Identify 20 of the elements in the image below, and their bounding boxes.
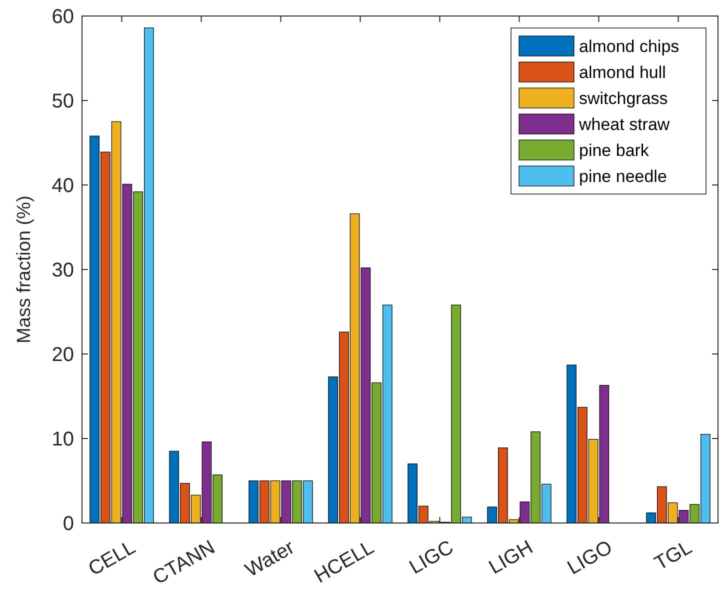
legend-label: switchgrass bbox=[579, 89, 668, 108]
x-tick-label: LIGC bbox=[406, 536, 458, 579]
x-tick-label: Water bbox=[242, 536, 299, 582]
y-tick-label: 30 bbox=[52, 260, 74, 282]
y-axis-title: Mass fraction (%) bbox=[14, 196, 35, 344]
x-tick-label: TGL bbox=[651, 536, 696, 575]
y-tick-label: 50 bbox=[52, 90, 74, 112]
legend-label: pine bark bbox=[579, 141, 650, 160]
y-tick-label: 0 bbox=[62, 513, 74, 535]
x-tick-label: CELL bbox=[84, 536, 140, 580]
y-tick-label: 20 bbox=[52, 344, 74, 366]
x-tick-label: LIGO bbox=[564, 536, 616, 580]
legend-label: pine needle bbox=[579, 167, 667, 186]
y-tick-label: 40 bbox=[52, 175, 74, 197]
legend-label: wheat straw bbox=[578, 115, 670, 134]
legend-label: almond chips bbox=[579, 37, 680, 56]
legend-label: almond hull bbox=[579, 63, 666, 82]
y-tick-label: 60 bbox=[52, 6, 74, 28]
y-tick-label: 10 bbox=[52, 428, 74, 450]
x-tick-label: LIGH bbox=[485, 536, 537, 579]
